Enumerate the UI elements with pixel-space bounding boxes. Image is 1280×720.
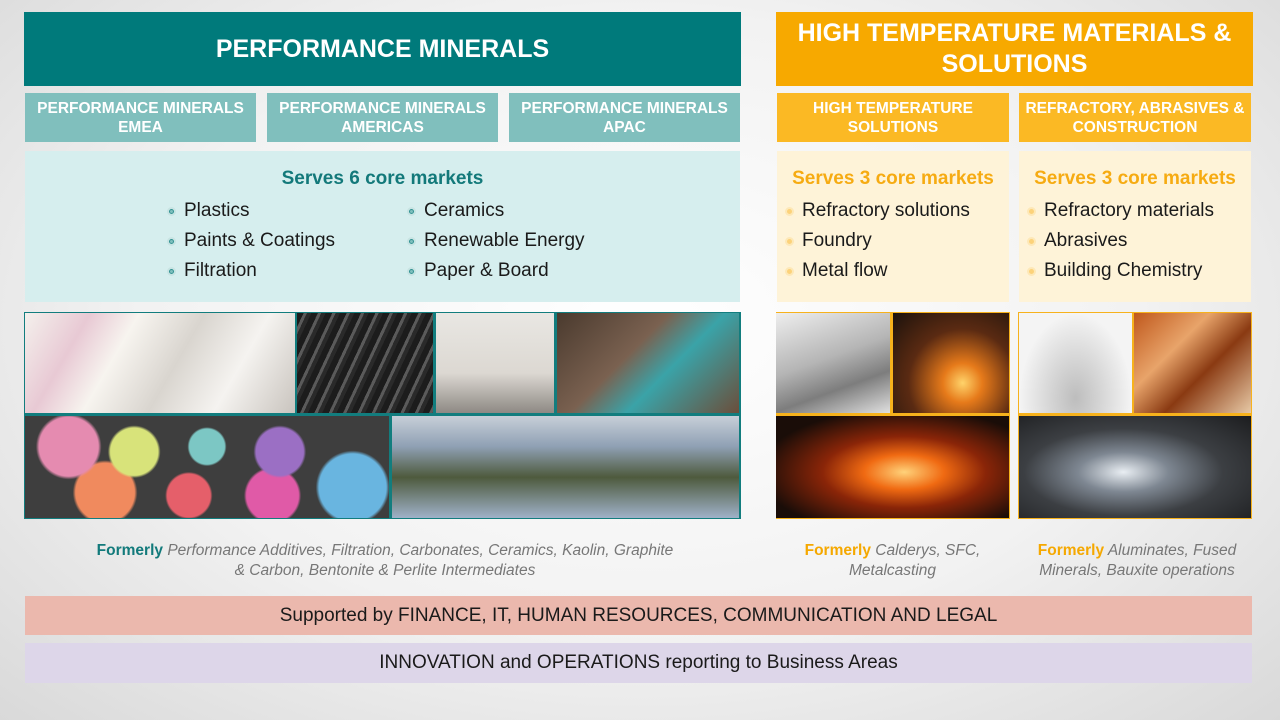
refractory-bricks-image [776, 313, 890, 413]
market-label: Abrasives [1044, 230, 1128, 251]
division-label: REFRACTORY, ABRASIVES & CONSTRUCTION [1025, 99, 1245, 136]
bullet-icon [407, 206, 416, 216]
bullet-icon [167, 266, 176, 276]
market-label: Paper & Board [424, 260, 549, 281]
markets-list: Refractory materials Abrasives Building … [1019, 196, 1251, 286]
bullet-icon [407, 236, 416, 246]
bullet-icon [1027, 206, 1036, 216]
market-item: Ceramics [407, 196, 585, 226]
division-apac: PERFORMANCE MINERALS APAC [509, 93, 740, 142]
bullet-icon [785, 206, 794, 216]
rac-formerly-note: Formerly Aluminates, Fused Minerals, Bau… [1019, 541, 1255, 581]
market-label: Ceramics [424, 200, 505, 221]
header-title: PERFORMANCE MINERALS [215, 34, 550, 63]
performance-minerals-header: PERFORMANCE MINERALS [24, 12, 741, 86]
formerly-text: Performance Additives, Filtration, Carbo… [167, 542, 674, 579]
bullet-icon [785, 236, 794, 246]
market-item: Refractory solutions [785, 196, 1009, 226]
high-temperature-header: HIGH TEMPERATURE MATERIALS & SOLUTIONS [776, 12, 1253, 86]
market-item: Paper & Board [407, 256, 585, 286]
division-refractory-abrasives-construction: REFRACTORY, ABRASIVES & CONSTRUCTION [1019, 93, 1251, 142]
formerly-text: Aluminates, Fused Minerals, Bauxite oper… [1039, 542, 1237, 579]
market-label: Metal flow [802, 260, 888, 281]
formerly-label: Formerly [1037, 542, 1105, 559]
formerly-label: Formerly [804, 542, 871, 559]
bullet-icon [1027, 266, 1036, 276]
market-item: Abrasives [1027, 226, 1251, 256]
market-label: Filtration [184, 260, 257, 281]
markets-heading: Serves 3 core markets [1034, 168, 1236, 189]
market-item: Paints & Coatings [167, 226, 407, 256]
bullet-icon [167, 206, 176, 216]
market-item: Foundry [785, 226, 1009, 256]
markets-heading: Serves 6 core markets [281, 168, 484, 189]
market-item: Renewable Energy [407, 226, 585, 256]
support-text: Supported by FINANCE, IT, HUMAN RESOURCE… [279, 604, 998, 626]
innovation-operations-bar: INNOVATION and OPERATIONS reporting to B… [25, 643, 1252, 683]
solar-panels-image [392, 416, 739, 518]
furnace-image [893, 313, 1009, 413]
hts-markets-box: Serves 3 core markets Refractory solutio… [777, 151, 1009, 302]
division-emea: PERFORMANCE MINERALS EMEA [25, 93, 256, 142]
market-item: Metal flow [785, 256, 1009, 286]
bathroom-ceramics-image [436, 313, 554, 413]
header-title: HIGH TEMPERATURE MATERIALS & SOLUTIONS [797, 19, 1232, 78]
abrasives-image [1134, 313, 1251, 413]
market-item: Filtration [167, 256, 407, 286]
market-label: Building Chemistry [1044, 260, 1203, 281]
pm-markets-box: Serves 6 core markets Plastics Paints & … [25, 151, 740, 302]
market-label: Refractory solutions [802, 200, 970, 221]
support-functions-bar: Supported by FINANCE, IT, HUMAN RESOURCE… [25, 596, 1252, 635]
market-label: Plastics [184, 200, 250, 221]
division-label: PERFORMANCE MINERALS EMEA [37, 99, 244, 136]
markets-list-right: Ceramics Renewable Energy Paper & Board [407, 196, 585, 286]
market-item: Plastics [167, 196, 407, 226]
paint-cans-image [25, 416, 389, 518]
hts-formerly-note: Formerly Calderys, SFC, Metalcasting [790, 541, 995, 581]
pm-formerly-note: Formerly Performance Additives, Filtrati… [90, 541, 680, 581]
division-americas: PERFORMANCE MINERALS AMERICAS [267, 93, 498, 142]
market-label: Paints & Coatings [184, 230, 336, 251]
bullet-icon [785, 266, 794, 276]
division-label: HIGH TEMPERATURE SOLUTIONS [813, 99, 973, 136]
powder-image [1019, 313, 1132, 413]
market-label: Foundry [802, 230, 872, 251]
formerly-text: Calderys, SFC, Metalcasting [848, 542, 981, 579]
market-label: Renewable Energy [424, 230, 585, 251]
construction-worker-image [1019, 416, 1251, 518]
division-label: PERFORMANCE MINERALS APAC [521, 99, 728, 136]
division-label: PERFORMANCE MINERALS AMERICAS [279, 99, 486, 136]
water-filter-image [557, 313, 739, 413]
rac-markets-box: Serves 3 core markets Refractory materia… [1019, 151, 1251, 302]
pipes-image [297, 313, 433, 413]
bullet-icon [1027, 236, 1036, 246]
markets-list: Refractory solutions Foundry Metal flow [777, 196, 1009, 286]
bullet-icon [407, 266, 416, 276]
paper-rolls-image [25, 313, 295, 413]
formerly-label: Formerly [96, 542, 164, 559]
innovation-text: INNOVATION and OPERATIONS reporting to B… [379, 652, 898, 673]
market-item: Building Chemistry [1027, 256, 1251, 286]
bullet-icon [167, 236, 176, 246]
division-high-temperature-solutions: HIGH TEMPERATURE SOLUTIONS [777, 93, 1009, 142]
market-item: Refractory materials [1027, 196, 1251, 226]
markets-heading: Serves 3 core markets [792, 168, 994, 189]
market-label: Refractory materials [1044, 200, 1214, 221]
molten-metal-image [776, 416, 1009, 518]
markets-list-left: Plastics Paints & Coatings Filtration [167, 196, 407, 286]
